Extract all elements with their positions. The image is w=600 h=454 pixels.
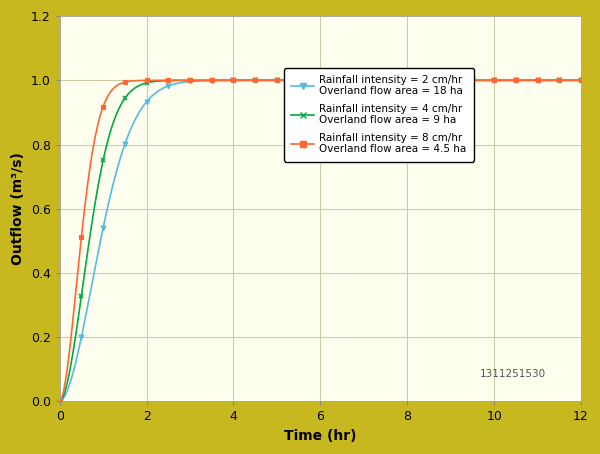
Legend: Rainfall intensity = 2 cm/hr
Overland flow area = 18 ha, Rainfall intensity = 4 : Rainfall intensity = 2 cm/hr Overland fl…	[284, 68, 474, 162]
X-axis label: Time (hr): Time (hr)	[284, 429, 356, 443]
Y-axis label: Outflow (m³/s): Outflow (m³/s)	[11, 152, 25, 265]
Text: 1311251530: 1311251530	[480, 370, 547, 380]
